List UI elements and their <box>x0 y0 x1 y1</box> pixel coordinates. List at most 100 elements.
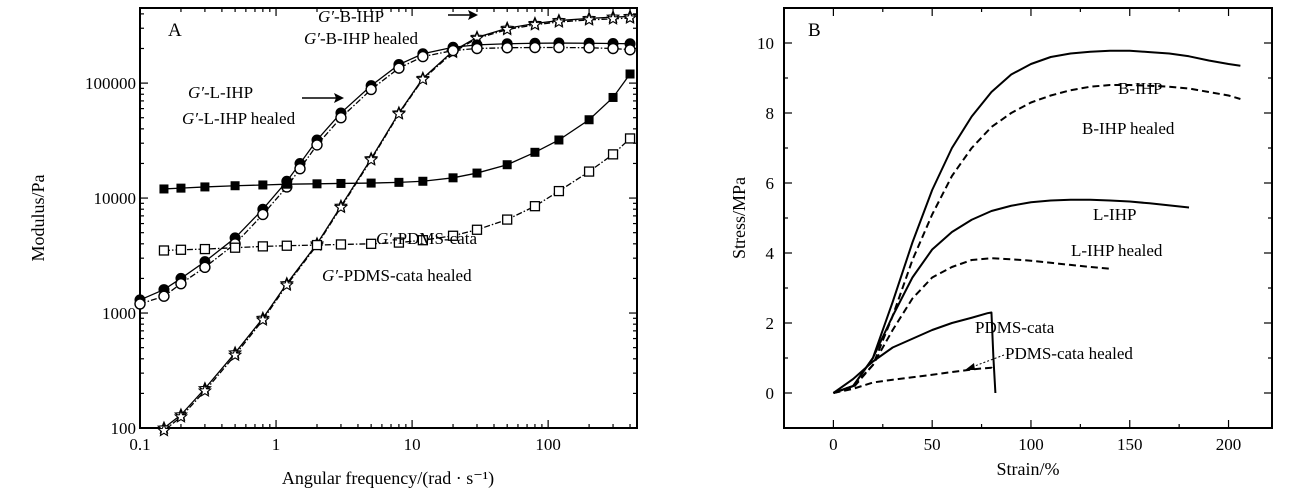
series-l-ihp-healed <box>833 257 1111 394</box>
series-g-pdms-cata <box>159 69 635 194</box>
data-point <box>175 244 187 255</box>
data-point <box>554 135 564 145</box>
data-point <box>529 41 541 54</box>
data-point <box>415 71 430 86</box>
data-point <box>582 12 597 26</box>
data-point <box>257 241 269 252</box>
data-point <box>529 201 541 212</box>
data-point <box>159 184 169 194</box>
data-point <box>311 139 323 151</box>
panel-a-x-tick-label: 1 <box>272 435 281 454</box>
panel-b: B 0 50 100 150 200 0 2 4 6 8 10 Strain/% Stress/MP… <box>729 7 1273 479</box>
data-point <box>173 409 189 423</box>
panel-b-x-tick-label: 100 <box>1018 435 1044 454</box>
data-point <box>311 239 323 251</box>
data-point <box>607 42 619 55</box>
panel-b-y-tick-label: 10 <box>757 34 774 53</box>
data-point <box>448 173 458 183</box>
annotation-g-b-ihp-healed: G′-B-IHP healed <box>304 29 419 48</box>
panel-b-xlabel: Strain/% <box>997 459 1060 479</box>
data-point <box>200 182 210 192</box>
data-point <box>584 115 594 125</box>
panel-a-y-tick-label: 10000 <box>94 189 137 208</box>
panel-a-xlabel: Angular frequency/(rad · s⁻¹) <box>282 468 494 489</box>
data-point <box>393 62 405 74</box>
panel-b-y-tick-label: 8 <box>766 104 775 123</box>
data-point <box>294 163 306 175</box>
panel-b-series <box>832 49 1241 394</box>
data-point <box>607 149 619 160</box>
data-point <box>258 180 268 190</box>
data-point <box>228 347 243 362</box>
panel-a-x-tick-label: 0.1 <box>129 435 150 454</box>
panel-b-ticks: 0 50 100 150 200 0 2 4 6 8 10 <box>757 7 1272 454</box>
annotation-g-pdms-cata-healed: G′-PDMS-cata healed <box>322 266 472 285</box>
data-point <box>279 277 294 292</box>
panel-a-x-tick-label: 100 <box>535 435 561 454</box>
data-point <box>391 106 406 120</box>
data-point <box>176 183 186 193</box>
data-point <box>333 199 349 214</box>
data-point <box>471 42 483 55</box>
panel-b-y-tick-label: 6 <box>766 174 775 193</box>
series-g-pdms-cata-healed <box>158 133 636 256</box>
data-point <box>336 178 346 188</box>
data-point <box>472 168 482 178</box>
data-point <box>500 22 515 36</box>
panel-b-label: B <box>808 20 821 41</box>
data-point <box>551 14 566 29</box>
data-point <box>605 11 621 25</box>
data-point <box>394 177 404 187</box>
data-point <box>134 298 146 310</box>
series-line <box>163 15 631 429</box>
panel-a-y-tick-label: 100 <box>111 419 137 438</box>
panel-a-y-tick-label: 100000 <box>85 74 136 93</box>
panel-a-frame <box>139 7 638 429</box>
series-b-ihp-healed <box>833 84 1241 394</box>
arrow-l-ihp <box>302 93 344 103</box>
panel-a: A 0.1 1 10 100 100 1000 10000 100000 Angular fr… <box>28 7 638 489</box>
panel-a-label: A <box>168 20 182 41</box>
annotation-b-ihp-healed: B-IHP healed <box>1082 119 1175 138</box>
data-point <box>230 181 240 191</box>
data-point <box>366 178 376 188</box>
panel-b-x-tick-label: 0 <box>829 435 838 454</box>
panel-a-series <box>134 9 638 437</box>
annotation-g-pdms-cata: G′-PDMS-cata <box>376 229 477 248</box>
data-point <box>608 92 618 102</box>
annotation-g-l-ihp-healed: G′-L-IHP healed <box>182 109 296 128</box>
data-point <box>553 185 565 197</box>
data-point <box>393 237 405 248</box>
data-point <box>501 42 513 54</box>
data-point <box>158 290 170 302</box>
data-point <box>282 179 292 189</box>
data-point <box>229 242 241 253</box>
series-l-ihp <box>833 198 1190 394</box>
panel-b-x-tick-label: 150 <box>1117 435 1143 454</box>
annotation-b-ihp: B-IHP <box>1118 79 1162 98</box>
data-point <box>624 44 636 56</box>
annotation-g-b-ihp: G′-B-IHP <box>318 7 384 26</box>
data-point <box>502 214 513 225</box>
panel-a-y-tick-label: 1000 <box>102 304 136 323</box>
data-point <box>257 208 269 221</box>
series-g-b-ihp <box>156 9 638 435</box>
panel-a-ylabel: Modulus/Pa <box>28 174 48 261</box>
annotation-pdms-cata-healed: PDMS-cata healed <box>1005 344 1133 363</box>
data-point <box>624 133 636 144</box>
data-point <box>447 44 459 57</box>
data-point <box>418 176 428 186</box>
annotation-g-l-ihp: G′-L-IHP <box>188 83 253 102</box>
data-point <box>417 235 429 246</box>
data-point <box>364 152 379 166</box>
panel-a-x-tick-label: 10 <box>404 435 421 454</box>
annotation-l-ihp-healed: L-IHP healed <box>1071 241 1163 260</box>
data-point <box>625 69 635 79</box>
panel-b-frame <box>783 7 1273 429</box>
data-point <box>622 10 638 25</box>
panel-a-ticks: 0.1 1 10 100 100 1000 10000 100000 <box>85 8 637 454</box>
series-line <box>163 17 631 432</box>
data-point <box>335 112 347 124</box>
data-point <box>365 83 377 96</box>
